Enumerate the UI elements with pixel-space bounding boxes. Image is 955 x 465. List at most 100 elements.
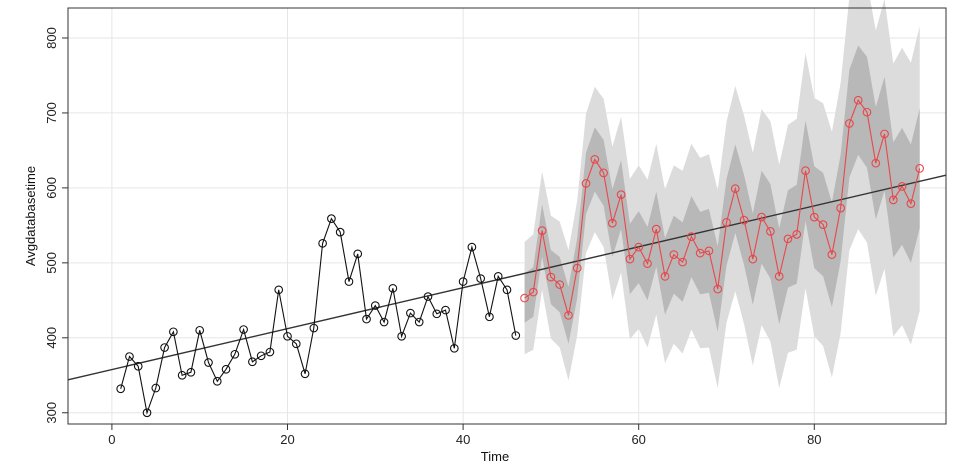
forecast-data-point: [713, 284, 723, 294]
observed-data-point: [423, 292, 433, 301]
forecast-data-point: [818, 220, 828, 229]
forecast-data-point: [555, 280, 565, 289]
forecast-data-point: [528, 287, 538, 297]
observed-data-point: [388, 283, 398, 293]
forecast-data-point: [608, 218, 617, 228]
observed-data-point: [414, 317, 424, 327]
observed-data-point: [441, 305, 450, 315]
x-tick-label: 80: [807, 432, 821, 447]
forecast-data-point: [678, 257, 687, 267]
forecast-data-point: [783, 234, 793, 244]
y-tick-label: 300: [44, 402, 59, 424]
y-axis-label: Avgdatabasetime: [23, 166, 38, 266]
forecast-data-point: [748, 254, 758, 264]
forecast-data-point: [616, 190, 626, 199]
forecast-data-point: [625, 254, 635, 264]
observed-data-point: [309, 323, 319, 333]
observed-data-point: [467, 242, 477, 252]
observed-data-point: [335, 227, 345, 237]
observed-data-point: [291, 339, 301, 349]
observed-data-point: [344, 277, 354, 286]
forecast-data-point: [651, 224, 661, 234]
observed-data-point: [511, 331, 521, 340]
forecast-data-point: [722, 218, 731, 227]
forecast-data-point: [546, 272, 556, 282]
x-tick-label: 20: [280, 432, 294, 447]
observed-data-point: [186, 367, 196, 377]
forecast-data-point: [739, 215, 749, 225]
observed-data-point: [370, 301, 380, 310]
observed-data-point: [353, 249, 363, 259]
forecast-data-point: [572, 263, 582, 273]
observed-data-point: [485, 312, 494, 322]
observed-data-point: [265, 347, 275, 357]
observed-data-point: [160, 343, 169, 352]
forecast-data-point: [537, 226, 547, 235]
observed-data-point: [502, 285, 512, 295]
forecast-data-point: [792, 230, 802, 239]
observed-data-point: [195, 325, 205, 335]
x-tick-label: 40: [456, 432, 470, 447]
observed-data-point: [248, 357, 257, 367]
x-tick-label: 60: [631, 432, 645, 447]
forecast-data-point: [915, 164, 925, 173]
forecast-data-point: [730, 184, 740, 193]
forecast-data-point: [774, 271, 784, 281]
forecast-data-point: [695, 248, 705, 258]
forecast-series-line: [524, 99, 921, 316]
forecast-data-point: [871, 158, 881, 168]
observed-data-point: [283, 331, 292, 341]
forecast-data-point: [888, 195, 898, 205]
y-tick-label: 500: [44, 252, 59, 274]
observed-data-point: [397, 331, 406, 341]
observed-data-point: [406, 308, 415, 318]
observed-data-point: [300, 369, 310, 379]
observed-data-point: [449, 343, 459, 353]
plot-frame: [67, 7, 947, 425]
forecast-data-point: [599, 168, 608, 178]
observed-data-point: [204, 358, 213, 367]
observed-data-point: [230, 349, 240, 359]
observed-data-point: [142, 408, 152, 418]
observed-data-point: [432, 309, 442, 319]
forecast-data-point: [897, 182, 907, 191]
forecast-data-point: [766, 227, 775, 236]
observed-data-point: [476, 274, 486, 283]
forecast-data-point: [853, 95, 863, 105]
observed-data-point: [379, 317, 389, 327]
forecast-data-point: [836, 203, 845, 213]
y-tick-label: 400: [44, 327, 59, 349]
observed-data-point: [177, 370, 187, 380]
observed-data-point: [327, 214, 336, 223]
observed-data-point: [221, 364, 231, 374]
observed-data-point: [493, 271, 503, 281]
forecast-data-point: [757, 212, 766, 222]
series-layer: [116, 95, 925, 418]
forecast-data-point: [906, 199, 916, 208]
forecast-data-point: [845, 119, 854, 128]
forecast-data-point: [669, 250, 679, 259]
y-tick-label: 600: [44, 177, 59, 199]
observed-data-point: [362, 314, 371, 324]
observed-data-point: [151, 383, 161, 393]
forecast-data-point: [581, 179, 591, 188]
forecast-data-point: [809, 212, 819, 222]
confidence-bands: [524, 0, 920, 388]
observed-data-point: [133, 361, 143, 371]
x-tick-label: 0: [108, 432, 115, 447]
observed-data-point: [239, 325, 248, 334]
forecast-data-point: [704, 246, 714, 256]
axis-layer: 0 20 40 60 80 300 400 500 600 700 800: [44, 27, 822, 447]
forecast-data-point: [827, 250, 837, 259]
x-axis-label: Time: [481, 449, 509, 464]
observed-data-point: [318, 239, 327, 248]
forecast-data-point: [520, 293, 529, 303]
forecast-data-point: [564, 310, 573, 320]
observed-series-line: [120, 217, 517, 415]
observed-data-point: [212, 376, 222, 386]
inner-confidence-band: [524, 45, 920, 344]
forecast-data-point: [590, 155, 600, 164]
observed-data-point: [169, 327, 178, 337]
forecast-data-point: [687, 232, 696, 241]
